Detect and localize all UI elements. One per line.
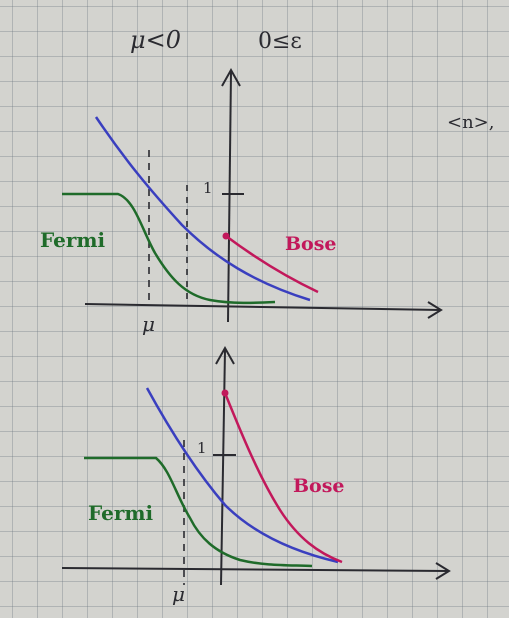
case-label-epsilon: 0≤ε	[258, 29, 302, 54]
top-x-axis	[84, 303, 441, 311]
bottom-fermi-label: Fermi	[88, 501, 154, 525]
top-tick-one-label: 1	[203, 179, 213, 197]
bottom-y-axis	[220, 349, 226, 586]
bottom-bose-curve	[223, 392, 343, 564]
top-x-axis-arrow	[427, 301, 443, 319]
bottom-fermi-curve	[84, 456, 313, 568]
bottom-tick-one-label: 1	[197, 439, 207, 457]
bottom-x-axis-arrow	[435, 562, 451, 580]
bottom-mu-label: μ	[172, 582, 185, 606]
margin-note: <n>,	[447, 112, 494, 133]
bottom-boltzmann-curve	[145, 387, 339, 564]
top-bose-start-dot	[222, 232, 230, 240]
top-y-axis-arrow	[221, 67, 241, 87]
bottom-plot: 1 μ Fermi Bose	[61, 345, 451, 606]
top-bose-curve	[225, 234, 319, 294]
top-y-axis	[227, 71, 232, 323]
bottom-bose-label: Bose	[293, 475, 345, 497]
top-boltzmann-curve	[94, 116, 311, 302]
bottom-bose-start-dot	[221, 389, 229, 397]
top-fermi-label: Fermi	[40, 228, 106, 252]
top-bose-label: Bose	[285, 233, 337, 255]
top-mu-label: μ	[142, 312, 155, 336]
top-fermi-curve	[62, 192, 276, 305]
top-plot: 1 μ Fermi Bose	[40, 67, 443, 336]
bottom-y-axis-arrow	[215, 345, 235, 365]
bottom-x-axis	[61, 567, 449, 572]
case-label-mu-negative: μ<0	[130, 26, 181, 54]
